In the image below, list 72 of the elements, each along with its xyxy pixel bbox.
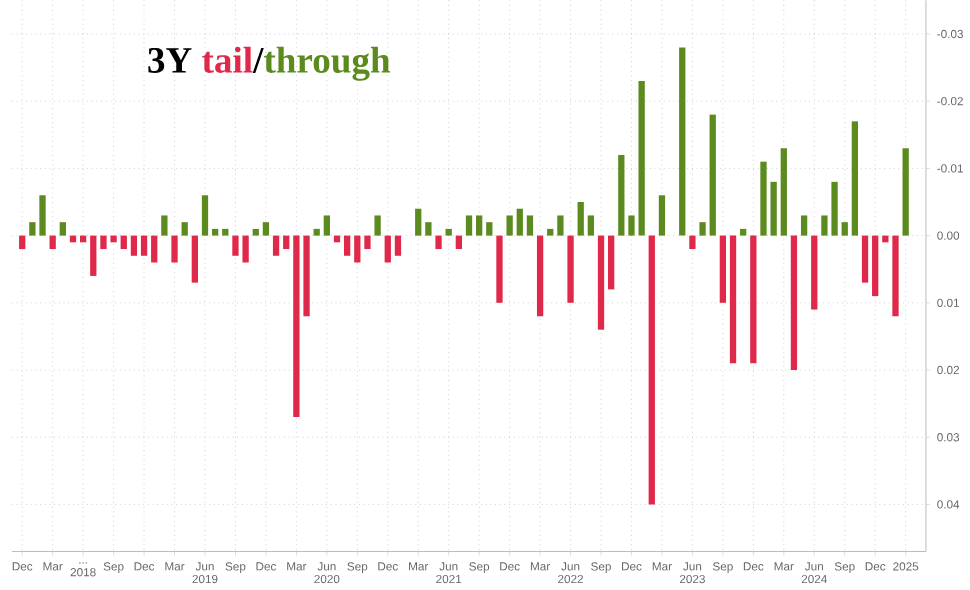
text: 3Y xyxy=(148,48,192,74)
bar xyxy=(800,215,808,236)
bar xyxy=(861,235,869,283)
bar xyxy=(90,235,97,277)
bar xyxy=(161,215,168,236)
bar xyxy=(171,235,178,263)
bar xyxy=(364,235,371,250)
bar xyxy=(140,235,148,256)
bar xyxy=(59,222,66,236)
bar xyxy=(567,235,574,303)
bar xyxy=(465,215,473,236)
bar xyxy=(323,215,330,236)
bar xyxy=(394,235,402,256)
bar xyxy=(892,235,899,317)
bar xyxy=(120,235,127,250)
bar xyxy=(587,215,595,236)
bar xyxy=(374,215,381,236)
bar xyxy=(679,47,686,236)
bar xyxy=(425,222,432,236)
bar xyxy=(181,222,188,236)
bar xyxy=(699,222,706,236)
bar xyxy=(415,208,422,236)
text: through xyxy=(264,46,391,81)
bar xyxy=(516,208,523,236)
bar xyxy=(851,121,859,236)
bar xyxy=(130,235,138,256)
bar xyxy=(476,215,483,236)
annotation: / xyxy=(252,48,264,74)
bar xyxy=(252,229,259,236)
text: tail xyxy=(202,46,253,74)
bar xyxy=(384,235,391,263)
bar xyxy=(49,235,56,250)
bar xyxy=(496,235,503,303)
bar xyxy=(212,229,219,236)
bar xyxy=(658,195,666,236)
bar xyxy=(272,235,280,256)
bar xyxy=(445,229,452,236)
bar xyxy=(557,215,564,236)
bar xyxy=(577,202,584,236)
bar xyxy=(780,148,787,236)
bar xyxy=(608,235,615,290)
bar xyxy=(536,235,544,317)
bar xyxy=(811,235,818,310)
bar xyxy=(841,222,848,236)
bar xyxy=(547,229,554,236)
bar xyxy=(526,215,534,236)
bar xyxy=(354,235,361,263)
bar xyxy=(740,229,747,236)
bar xyxy=(262,222,270,236)
bar xyxy=(597,235,605,330)
bar xyxy=(729,235,737,364)
bar xyxy=(618,155,625,236)
bar xyxy=(435,235,442,250)
bar xyxy=(283,235,290,250)
bar xyxy=(902,148,909,236)
bar xyxy=(19,235,26,250)
bar xyxy=(790,235,798,371)
bar xyxy=(689,235,696,250)
bar xyxy=(191,235,198,283)
bar xyxy=(313,229,320,236)
bar xyxy=(750,235,757,364)
bar xyxy=(709,114,716,236)
bar xyxy=(201,195,209,236)
bar xyxy=(719,235,727,303)
bar xyxy=(486,222,493,236)
bar xyxy=(506,215,513,236)
bar xyxy=(648,235,655,505)
bar xyxy=(455,235,463,250)
bar xyxy=(222,229,229,236)
bar xyxy=(872,235,879,297)
bar xyxy=(344,235,351,256)
bar xyxy=(151,235,158,263)
